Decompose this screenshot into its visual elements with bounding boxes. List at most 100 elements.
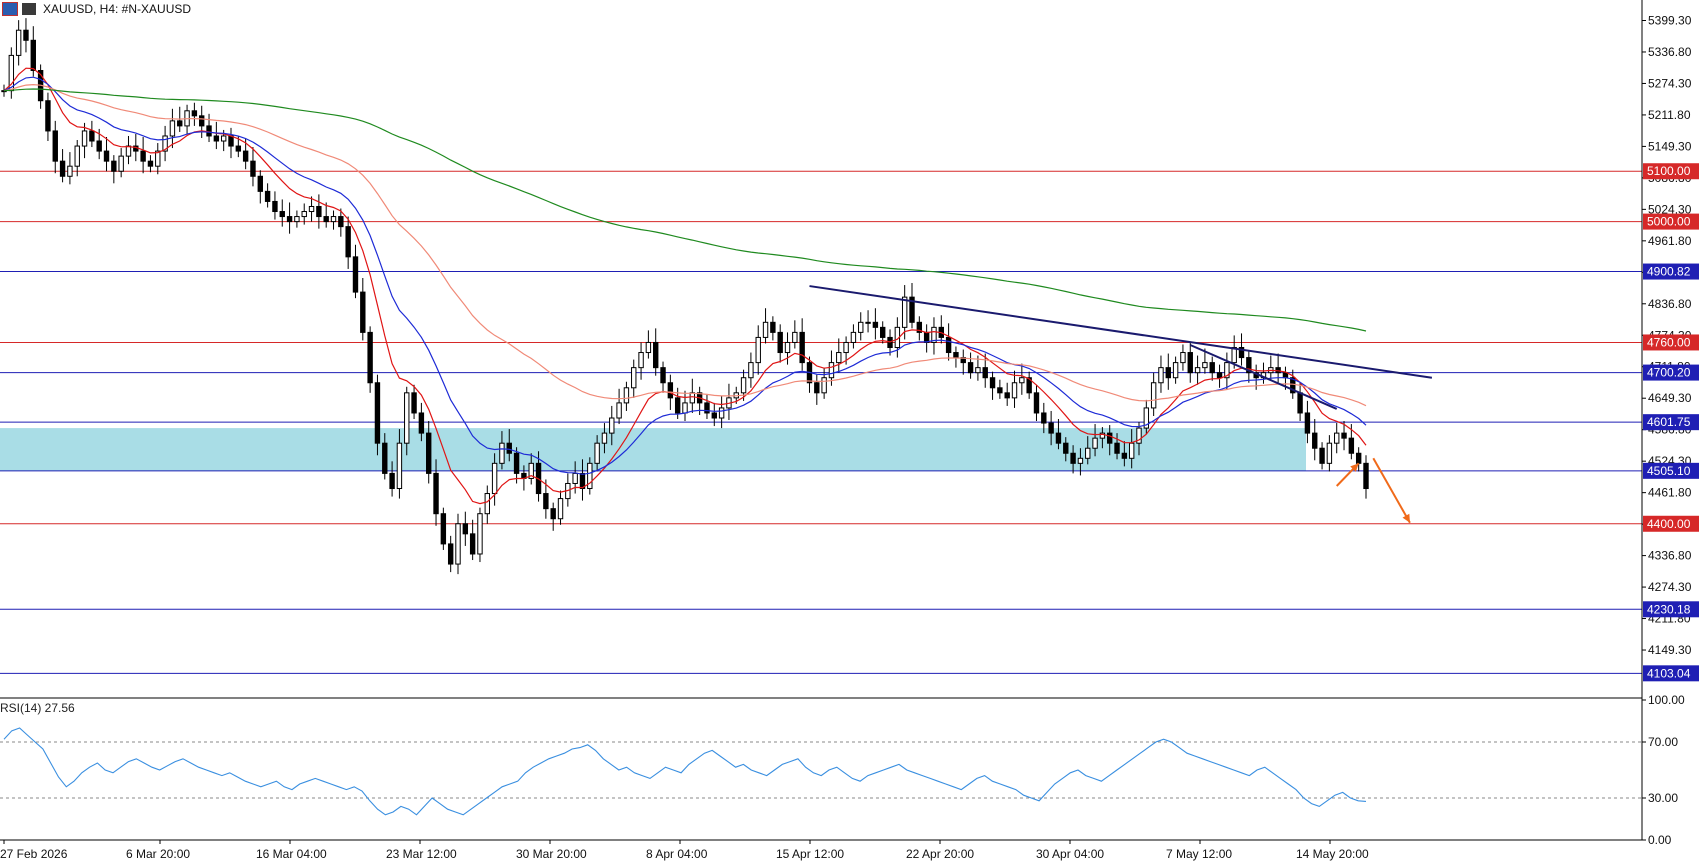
candle-body [931, 326, 937, 343]
candle-body [784, 341, 791, 354]
x-tick-label: 22 Apr 20:00 [906, 847, 974, 861]
candle-body [264, 190, 271, 202]
rsi-line [3, 727, 1367, 816]
candle-body [1165, 367, 1171, 379]
projection-arrow [1372, 457, 1411, 524]
candle-body [477, 513, 483, 555]
rsi-label: RSI(14) 27.56 [0, 701, 75, 715]
candle-body [1026, 377, 1032, 394]
candle-body [740, 377, 747, 394]
arrow-head [1350, 463, 1359, 472]
candle-body [162, 135, 168, 152]
trendline [1189, 344, 1338, 410]
candle-body [316, 205, 322, 218]
candle-body [843, 341, 849, 354]
candle-body [1194, 367, 1201, 374]
candle-body [374, 382, 381, 444]
candles-icon[interactable] [22, 3, 36, 15]
level-tag-label: 4601.75 [1647, 415, 1691, 429]
level-tag [1643, 364, 1699, 381]
y-tick-label: 5274.30 [1648, 76, 1692, 90]
candle-body [989, 377, 996, 389]
moving-average-line [3, 67, 1367, 505]
candle-body [953, 352, 959, 359]
candle-body [792, 331, 798, 343]
candle-body [1041, 412, 1047, 424]
candle-body [1158, 367, 1164, 384]
candle-body [426, 432, 432, 474]
candle-body [1114, 442, 1120, 454]
candle-body [1150, 382, 1157, 409]
candle-body [177, 120, 183, 127]
candle-body [103, 150, 110, 162]
candle-body [1070, 452, 1076, 464]
moving-average-line [3, 88, 1367, 332]
level-tag-label: 4103.04 [1647, 666, 1691, 680]
level-tag [1643, 414, 1699, 431]
x-tick-label: 7 May 12:00 [1166, 847, 1232, 861]
candle-body [814, 382, 820, 394]
candle-body [411, 392, 417, 414]
candle-body [308, 205, 315, 213]
level-tag-label: 4400.00 [1647, 517, 1691, 531]
candle-body [67, 165, 73, 177]
y-tick-label: 5336.80 [1648, 45, 1692, 59]
candle-body [579, 472, 586, 490]
candle-body [257, 175, 263, 192]
candle-body [799, 331, 805, 364]
candle-body [631, 367, 637, 389]
candle-body [1290, 377, 1296, 394]
candle-body [945, 336, 952, 354]
candle-body [550, 508, 556, 520]
candle-body [447, 543, 454, 565]
candle-body [111, 160, 117, 172]
y-tick-label: 4836.80 [1648, 297, 1692, 311]
candle-body [1297, 392, 1303, 414]
candle-body [286, 216, 293, 223]
y-tick-label: 5149.30 [1648, 139, 1692, 153]
candle-body [967, 362, 974, 374]
candle-body [96, 140, 102, 152]
candle-body [1312, 432, 1318, 449]
candle-body [1180, 352, 1186, 364]
candle-body [587, 462, 593, 490]
candle-body [45, 100, 51, 132]
candle-body [1341, 432, 1347, 439]
y-tick-label: 4149.30 [1648, 643, 1692, 657]
candle-body [689, 392, 696, 404]
x-tick-label: 8 Apr 04:00 [646, 847, 708, 861]
candle-body [499, 442, 505, 464]
level-tag [1643, 462, 1699, 479]
candle-body [330, 216, 337, 223]
rsi-tick-label: 0.00 [1648, 833, 1672, 847]
candle-body [1172, 362, 1179, 379]
candle-body [1004, 392, 1010, 399]
candle-body [916, 321, 923, 333]
chart-bars-icon[interactable] [2, 2, 18, 16]
candle-body [513, 452, 520, 474]
level-tag-label: 5100.00 [1647, 164, 1691, 178]
candle-body [1128, 442, 1135, 459]
candle-body [872, 321, 879, 328]
candle-body [880, 326, 886, 338]
candle-body [704, 402, 710, 414]
x-tick-label: 30 Mar 20:00 [516, 847, 587, 861]
candle-body [1143, 407, 1150, 429]
candle-body [228, 135, 234, 147]
candle-body [858, 321, 864, 333]
candle-body [1363, 462, 1369, 490]
level-tag [1643, 263, 1699, 280]
candle-body [1246, 357, 1252, 374]
candle-body [169, 120, 176, 137]
candle-body [1304, 412, 1311, 434]
y-tick-label: 4274.30 [1648, 580, 1692, 594]
y-tick-label: 4461.80 [1648, 486, 1692, 500]
level-tag [1643, 515, 1699, 532]
candle-body [433, 472, 439, 515]
candle-body [623, 387, 630, 404]
level-tag [1643, 163, 1699, 180]
header-bar: XAUUSD, H4: #N-XAUUSD [2, 1, 191, 17]
candle-body [506, 442, 512, 454]
candle-body [440, 513, 447, 545]
